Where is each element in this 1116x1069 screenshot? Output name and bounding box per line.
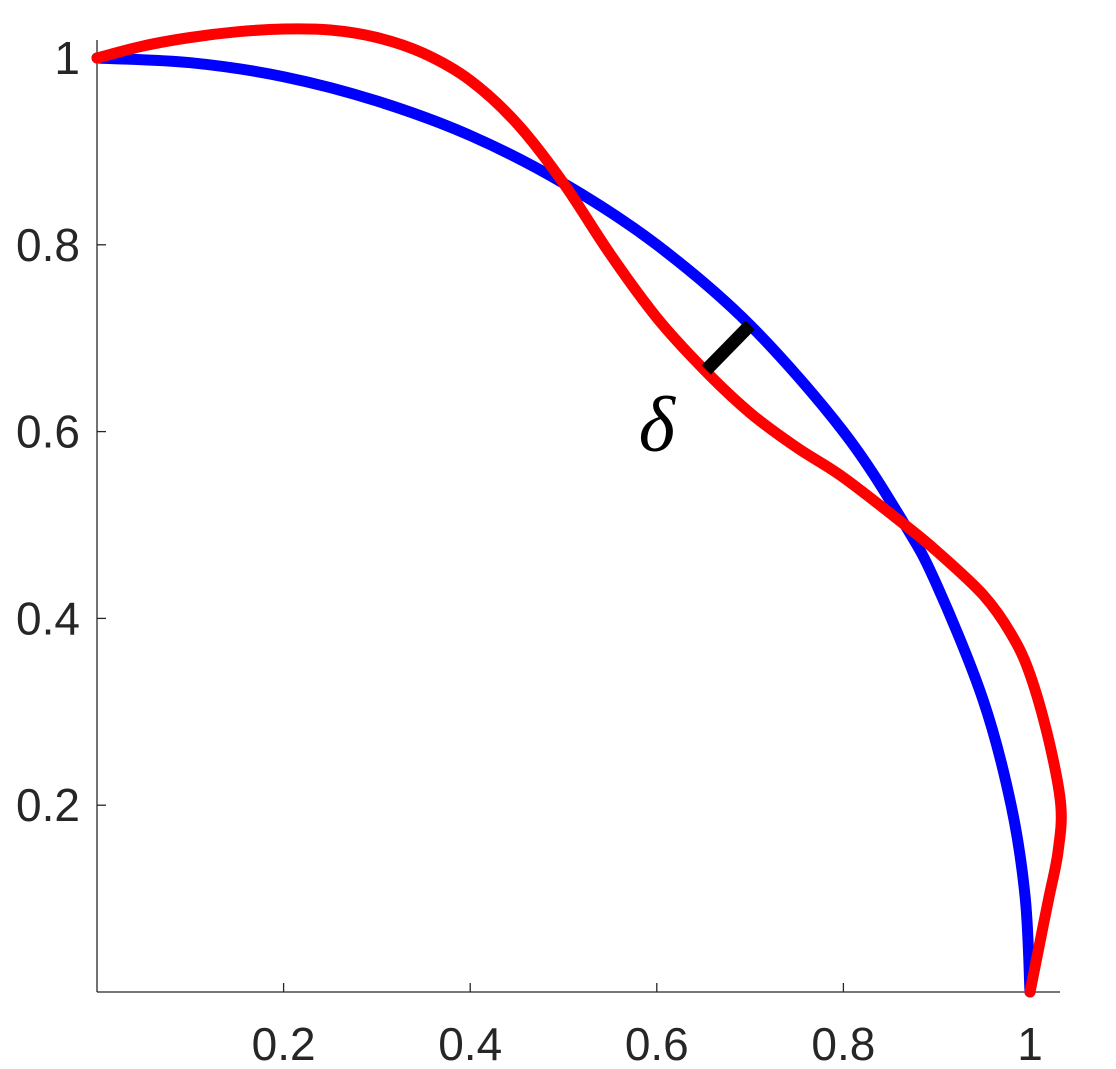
y-tick-label: 1 (54, 32, 80, 84)
series-line-blue (91, 52, 1036, 998)
delta-label: δ (639, 380, 677, 467)
x-axis-ticks: 0.2 0.4 0.6 0.8 1 (252, 983, 1043, 1069)
x-tick-label: 0.2 (252, 1018, 316, 1069)
series-group (91, 23, 1067, 998)
y-tick-label: 0.6 (16, 406, 80, 458)
y-tick-label: 0.2 (16, 779, 80, 831)
delta-segment (701, 320, 755, 375)
x-tick-label: 0.4 (438, 1018, 502, 1069)
x-tick-label: 0.6 (625, 1018, 689, 1069)
y-tick-label: 0.8 (16, 219, 80, 271)
x-tick-label: 0.8 (811, 1018, 875, 1069)
series-line-red (91, 23, 1067, 998)
y-tick-label: 0.4 (16, 592, 80, 644)
y-axis-ticks: 0.2 0.4 0.6 0.8 1 (16, 32, 106, 831)
x-tick-label: 1 (1017, 1018, 1043, 1069)
plot-area: 0.2 0.4 0.6 0.8 1 0.2 0.4 0.6 0.8 1 δ (16, 23, 1067, 1069)
annotation-group: δ (639, 320, 755, 467)
